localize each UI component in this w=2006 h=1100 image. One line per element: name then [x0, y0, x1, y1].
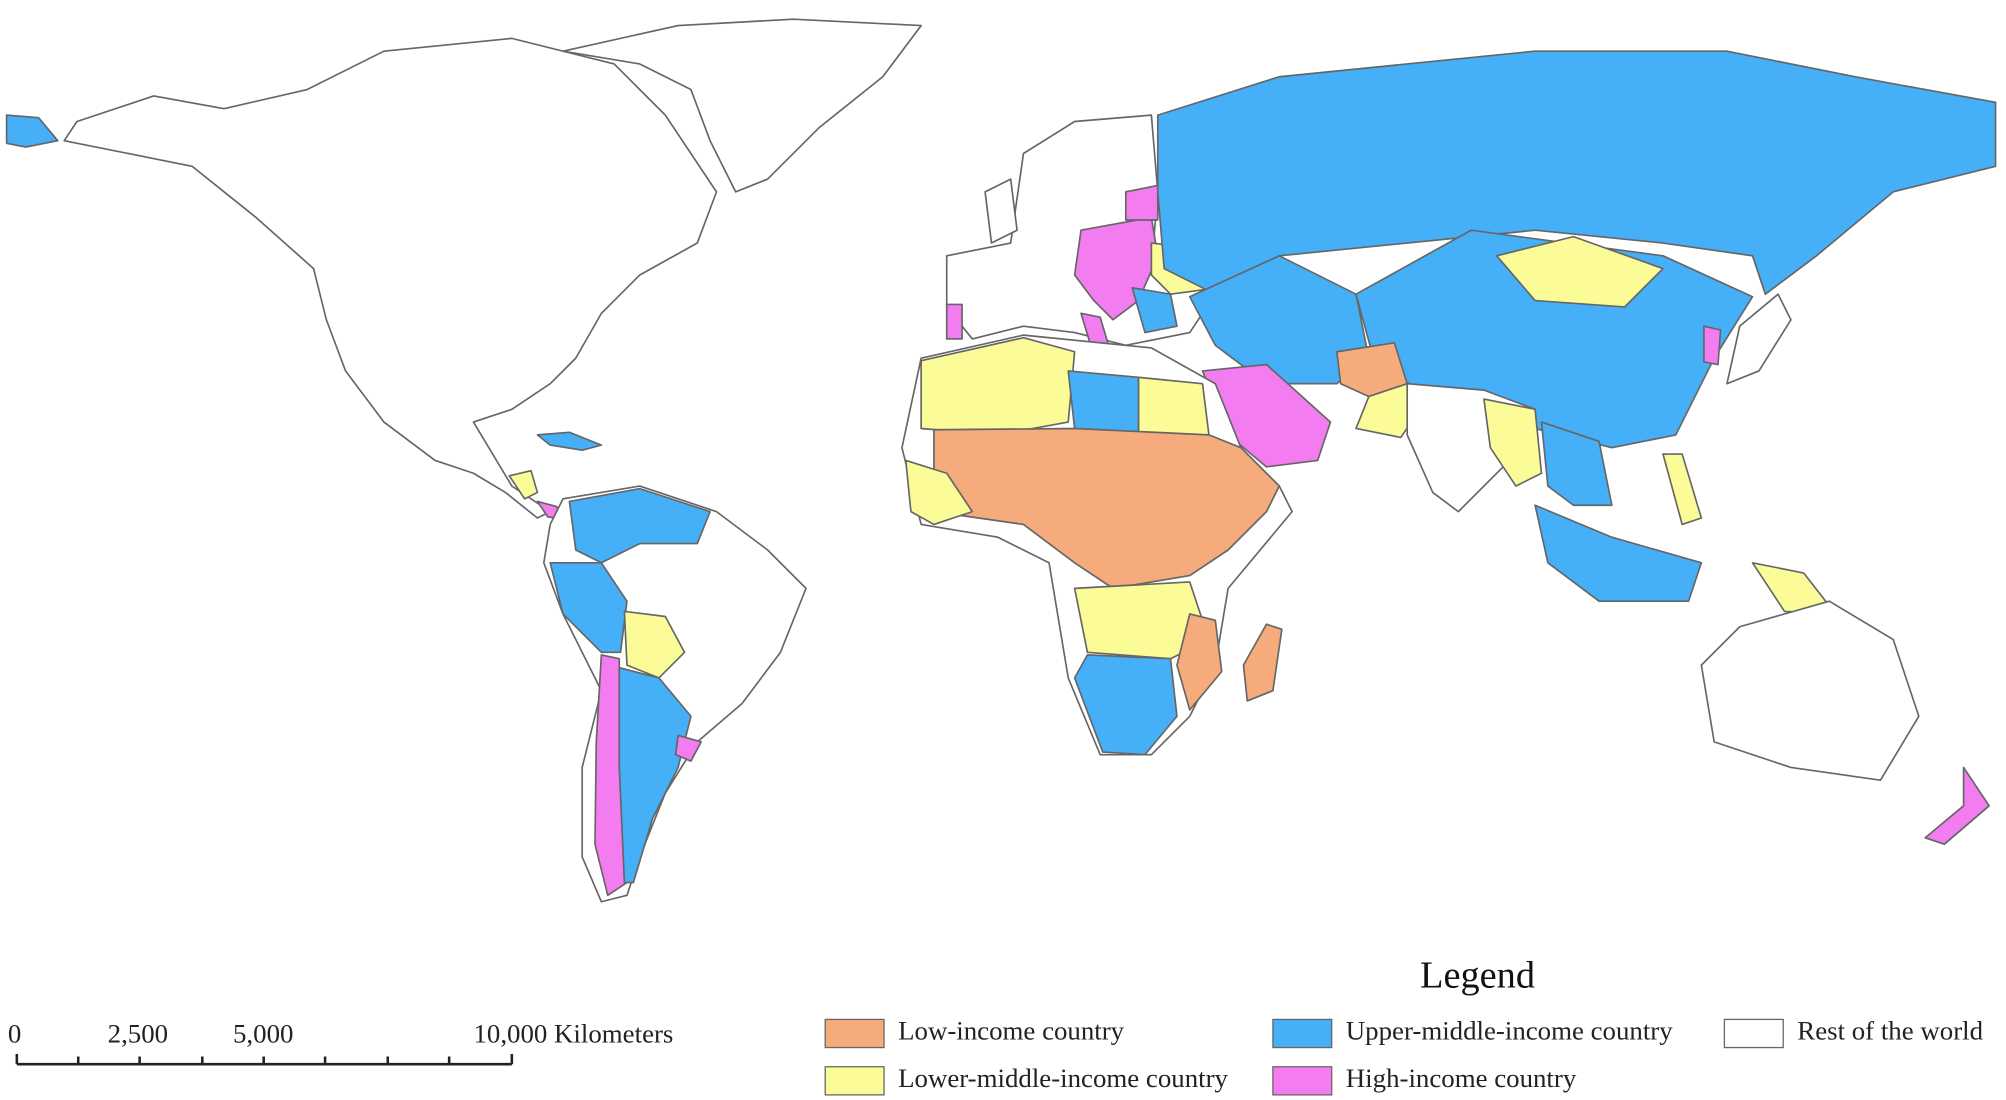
myanmar	[1483, 398, 1543, 487]
peru	[549, 561, 628, 654]
greenland	[562, 18, 922, 193]
legend-swatch	[824, 1018, 885, 1049]
legend: Low-income country Lower-middle-income co…	[824, 1016, 1984, 1096]
philippines	[1662, 453, 1703, 526]
legend-swatch	[1272, 1018, 1333, 1049]
far-east-piece	[5, 114, 59, 148]
indochina	[1540, 421, 1613, 507]
legend-label: Lower-middle-income country	[898, 1063, 1228, 1093]
new-zealand	[1924, 766, 1990, 846]
balkans	[1131, 286, 1178, 334]
legend-title: Legend	[1420, 954, 1535, 996]
scale-label: 2,500	[108, 1018, 168, 1048]
mozambique	[1176, 613, 1223, 711]
legend-swatch	[1272, 1066, 1333, 1096]
central-america	[508, 469, 539, 500]
north-south-america	[568, 487, 711, 564]
scale-label: 10,000 Kilometers	[473, 1018, 673, 1048]
legend-swatch	[1723, 1018, 1784, 1049]
mongolia	[1495, 235, 1664, 308]
legend-label: Upper-middle-income country	[1346, 1016, 1673, 1046]
argentina	[618, 666, 692, 884]
scale-label: 5,000	[233, 1018, 293, 1048]
japan	[1726, 293, 1792, 385]
madagascar	[1242, 623, 1283, 702]
indonesia	[1534, 504, 1703, 602]
legend-label: Low-income country	[898, 1016, 1125, 1046]
world-map	[5, 18, 1997, 903]
baltics	[1124, 184, 1159, 221]
libya	[1067, 370, 1140, 436]
southern-africa	[1073, 654, 1178, 756]
egypt	[1137, 376, 1210, 436]
korea	[1703, 325, 1722, 366]
north-america	[63, 37, 718, 519]
uruguay	[674, 734, 702, 762]
britain	[984, 178, 1018, 244]
scale-bar: 0 2,500 5,000 10,000 Kilometers	[8, 1018, 673, 1066]
australia	[1700, 600, 1920, 782]
north-africa	[920, 336, 1076, 436]
legend-label: High-income country	[1346, 1063, 1577, 1093]
cuba	[536, 431, 603, 452]
sahel	[933, 427, 1281, 590]
legend-swatch	[824, 1066, 885, 1096]
portugal	[945, 303, 963, 340]
scale-label: 0	[8, 1018, 21, 1048]
bolivia	[623, 610, 686, 679]
west-coast	[904, 459, 974, 526]
legend-label: Rest of the world	[1797, 1016, 1983, 1046]
